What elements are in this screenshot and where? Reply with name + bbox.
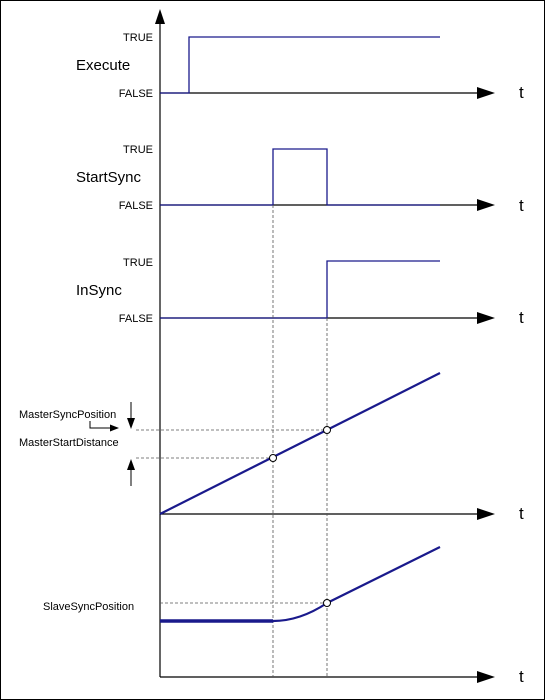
startsync-signal-name: StartSync xyxy=(76,169,142,186)
time-axis-label-execute: t xyxy=(519,83,524,102)
time-axis-insync-arrow-icon xyxy=(477,312,495,324)
execute-false-label: FALSE xyxy=(119,88,153,100)
startsync-signal-waveform xyxy=(160,148,440,206)
slave-sync-point xyxy=(323,599,331,607)
insync-true-label: TRUE xyxy=(123,257,153,269)
time-axis-label-insync: t xyxy=(519,308,524,327)
distance-arrow-up-icon xyxy=(127,459,135,470)
insync-signal-name: InSync xyxy=(76,282,122,299)
time-axis-label-startsync: t xyxy=(519,196,524,215)
master-position-ramp xyxy=(159,372,441,515)
slave-position-ramp xyxy=(272,546,441,623)
time-axis-slave-arrow-icon xyxy=(477,671,495,683)
time-axis-label-slave: t xyxy=(519,667,524,686)
master-start-distance-label: MasterStartDistance xyxy=(19,437,119,449)
time-axis-master-arrow-icon xyxy=(477,508,495,520)
execute-true-label: TRUE xyxy=(123,32,153,44)
insync-signal-waveform xyxy=(160,260,440,319)
insync-false-label: FALSE xyxy=(119,313,153,325)
time-axis-startsync-arrow-icon xyxy=(477,199,495,211)
master-sync-pointer xyxy=(89,421,112,429)
startsync-true-label: TRUE xyxy=(123,144,153,156)
distance-arrow-down-icon xyxy=(127,418,135,429)
vertical-axis-arrow-icon xyxy=(155,9,165,24)
startsync-false-label: FALSE xyxy=(119,200,153,212)
time-axis-execute-arrow-icon xyxy=(477,87,495,99)
execute-signal-name: Execute xyxy=(76,57,130,74)
master-start-point xyxy=(269,454,277,462)
master-sync-point xyxy=(323,426,331,434)
slave-sync-position-label: SlaveSyncPosition xyxy=(43,601,134,613)
execute-signal-waveform xyxy=(160,36,440,94)
time-axis-label-master: t xyxy=(519,504,524,523)
master-sync-pointer-arrow-icon xyxy=(110,424,119,432)
master-sync-position-label: MasterSyncPosition xyxy=(19,409,116,421)
